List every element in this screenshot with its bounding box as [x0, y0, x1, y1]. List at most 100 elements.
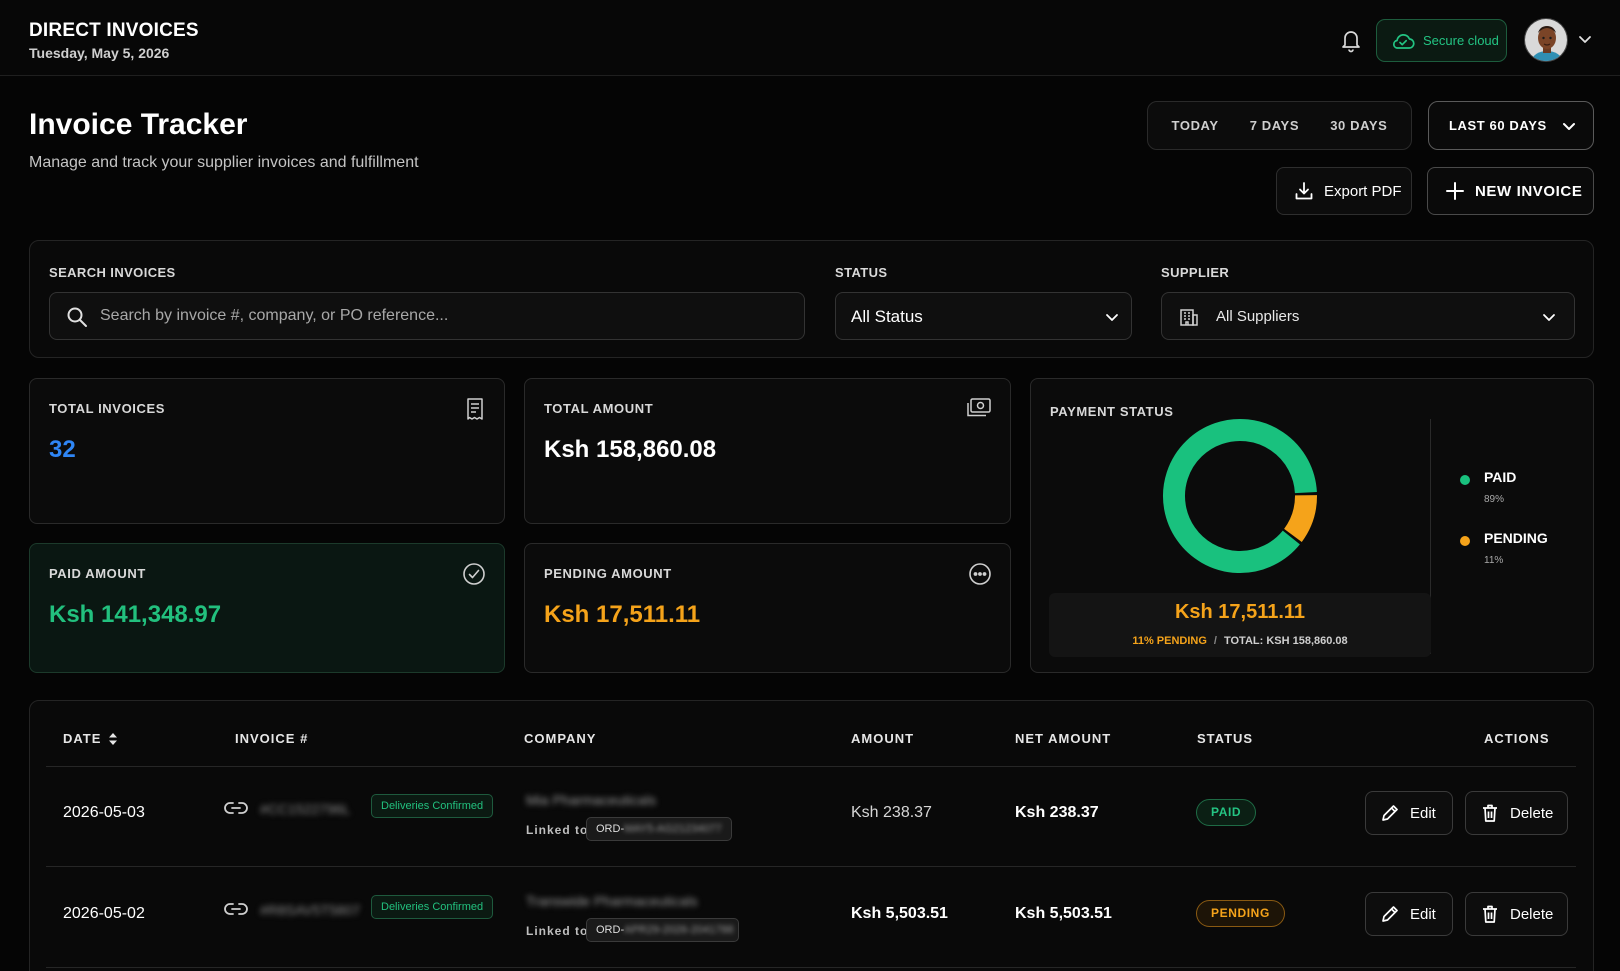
order-rest: MAY5-AG21234077	[624, 823, 722, 835]
secure-cloud-badge[interactable]: Secure cloud	[1376, 19, 1507, 62]
pencil-icon	[1382, 906, 1398, 922]
total-invoices-label: TOTAL INVOICES	[49, 401, 166, 416]
cash-icon	[967, 398, 991, 417]
delete-button[interactable]: Delete	[1465, 791, 1568, 835]
cloud-check-icon	[1393, 33, 1415, 49]
row-date: 2026-05-02	[63, 905, 145, 922]
supplier-label: SUPPLIER	[1161, 265, 1230, 280]
pending-center-amount: Ksh 17,511.11	[1174, 601, 1306, 623]
pending-percent-text: 11% PENDING	[1132, 635, 1207, 647]
order-rest: APR29-2026-2041788	[624, 924, 734, 936]
search-field[interactable]	[49, 292, 805, 340]
sort-icon	[109, 732, 118, 745]
more-circle-icon	[969, 563, 991, 585]
secure-cloud-label: Secure cloud	[1423, 33, 1499, 48]
status-badge: PENDING	[1196, 900, 1285, 927]
search-input[interactable]	[100, 293, 790, 339]
date-range-selected: LAST 60 DAYS	[1449, 118, 1547, 133]
link-icon[interactable]	[224, 900, 248, 918]
paid-amount-label: PAID AMOUNT	[49, 566, 146, 581]
invoice-number[interactable]: #CC1522796L	[260, 801, 351, 817]
donut-slice-paid	[1163, 419, 1317, 573]
order-chip[interactable]: ORD-APR29-2026-2041788	[586, 918, 739, 942]
edit-button[interactable]: Edit	[1365, 892, 1453, 936]
payment-status-donut	[1163, 419, 1317, 573]
order-prefix: ORD-	[596, 924, 625, 936]
header-divider	[46, 766, 1576, 767]
column-amount: AMOUNT	[851, 731, 915, 746]
edit-button[interactable]: Edit	[1365, 791, 1453, 835]
column-actions: ACTIONS	[1484, 731, 1550, 746]
edit-label: Edit	[1410, 905, 1436, 923]
order-prefix: ORD-	[596, 823, 625, 835]
legend-paid-pct: 89%	[1484, 494, 1505, 505]
row-net-amount: Ksh 238.37	[1015, 804, 1099, 821]
row-amount: Ksh 238.37	[851, 804, 932, 821]
column-date[interactable]: DATE	[63, 731, 118, 746]
row-divider	[46, 866, 1576, 867]
current-date: Tuesday, May 5, 2026	[29, 45, 170, 61]
legend-paid-name: PAID	[1484, 469, 1517, 485]
chevron-down-icon	[1562, 122, 1575, 130]
export-pdf-button[interactable]: Export PDF	[1276, 167, 1412, 215]
search-label: SEARCH INVOICES	[49, 265, 176, 280]
page-title: Invoice Tracker	[29, 108, 248, 141]
range-7-days[interactable]: 7 DAYS	[1249, 118, 1300, 133]
search-icon	[67, 307, 87, 327]
column-status: STATUS	[1197, 731, 1254, 746]
column-net-amount: NET AMOUNT	[1015, 731, 1112, 746]
top-bar: DIRECT INVOICES Tuesday, May 5, 2026 Sec…	[0, 0, 1620, 76]
paid-amount-value: Ksh 141,348.97	[49, 601, 222, 628]
bell-icon[interactable]	[1339, 27, 1363, 53]
row-net-amount: Ksh 5,503.51	[1015, 905, 1112, 922]
status-label: STATUS	[835, 265, 888, 280]
row-date: 2026-05-03	[63, 804, 145, 821]
user-avatar-image	[1525, 19, 1567, 61]
avatar[interactable]	[1524, 18, 1568, 62]
delete-button[interactable]: Delete	[1465, 892, 1568, 936]
total-text: TOTAL: KSH 158,860.08	[1223, 635, 1348, 647]
plus-icon	[1446, 182, 1464, 200]
chevron-down-icon[interactable]	[1578, 32, 1592, 46]
trash-icon	[1483, 905, 1497, 923]
range-30-days[interactable]: 30 DAYS	[1330, 118, 1388, 133]
pending-amount-card: PENDING AMOUNT Ksh 17,511.11	[524, 543, 1011, 673]
building-icon	[1180, 309, 1198, 326]
delivery-badge: Deliveries Confirmed	[371, 895, 494, 919]
invoice-table: DATE INVOICE # COMPANY AMOUNT NET AMOUNT…	[29, 700, 1594, 971]
payment-status-card: PAYMENT STATUS Ksh 17,511.11 11% PENDING…	[1030, 378, 1594, 673]
new-invoice-button[interactable]: NEW INVOICE	[1427, 167, 1594, 215]
payment-status-label: PAYMENT STATUS	[1050, 404, 1174, 419]
total-amount-card: TOTAL AMOUNT Ksh 158,860.08	[524, 378, 1011, 524]
check-circle-icon	[463, 563, 485, 585]
supplier-select-value: All Suppliers	[1216, 308, 1300, 325]
link-icon[interactable]	[224, 799, 248, 817]
pencil-icon	[1382, 805, 1398, 821]
order-chip[interactable]: ORD-MAY5-AG21234077	[586, 817, 732, 841]
company-name: Mia Pharmaceuticals	[526, 792, 656, 808]
row-divider	[46, 967, 1576, 968]
legend-paid-dot	[1460, 475, 1470, 485]
date-range-select[interactable]: LAST 60 DAYS	[1428, 101, 1594, 150]
linked-label: Linked to	[526, 823, 589, 837]
row-amount: Ksh 5,503.51	[851, 905, 948, 922]
status-select[interactable]: All Status	[835, 292, 1132, 340]
page-subtitle: Manage and track your supplier invoices …	[29, 154, 419, 171]
delete-label: Delete	[1510, 804, 1554, 822]
payment-summary: Ksh 17,511.11 11% PENDING / TOTAL: KSH 158…	[1049, 593, 1431, 657]
summary-separator: /	[1213, 635, 1217, 647]
total-invoices-value: 32	[49, 436, 76, 463]
column-date-label: DATE	[63, 731, 102, 746]
supplier-select[interactable]: All Suppliers	[1161, 292, 1575, 340]
pending-amount-value: Ksh 17,511.11	[544, 601, 701, 628]
status-badge: PAID	[1196, 799, 1257, 826]
legend-pending-pct: 11%	[1484, 555, 1504, 566]
delivery-badge: Deliveries Confirmed	[371, 794, 494, 818]
chevron-down-icon	[1106, 314, 1118, 321]
edit-label: Edit	[1410, 804, 1436, 822]
total-amount-value: Ksh 158,860.08	[544, 436, 717, 463]
invoice-number[interactable]: #R8SAV5T5807	[260, 902, 361, 918]
export-pdf-label: Export PDF	[1324, 182, 1402, 200]
range-today[interactable]: TODAY	[1171, 118, 1219, 133]
donut-slice-pending	[1283, 494, 1317, 542]
